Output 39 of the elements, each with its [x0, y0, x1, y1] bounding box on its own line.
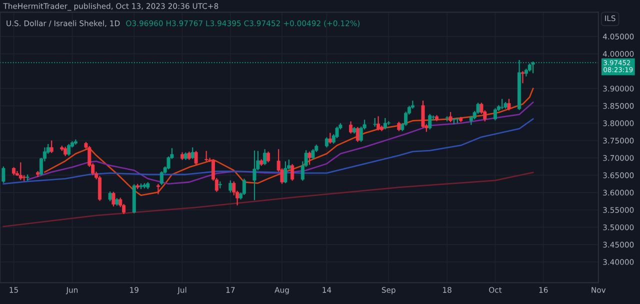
candlestick — [67, 143, 71, 156]
line-series — [26, 102, 534, 185]
candlestick — [263, 148, 267, 166]
candlestick — [383, 117, 387, 130]
candlestick — [349, 120, 353, 134]
candlestick — [228, 180, 232, 194]
candlestick — [284, 160, 288, 184]
candlestick — [493, 108, 497, 121]
candlestick — [520, 70, 524, 84]
candlestick — [428, 114, 432, 130]
candlestick — [448, 112, 452, 123]
candlestick — [266, 151, 270, 163]
candlestick — [242, 178, 246, 196]
candlestick — [290, 164, 294, 182]
candlestick — [156, 183, 160, 195]
candlestick — [204, 150, 208, 162]
candlestick — [308, 151, 312, 166]
candlestick — [2, 166, 6, 184]
candlestick — [324, 136, 328, 148]
candlestick — [160, 170, 164, 186]
candlestick — [18, 162, 22, 181]
candlestick — [252, 150, 256, 201]
candlestick — [507, 98, 511, 111]
candlestick — [194, 150, 198, 166]
candlestick — [397, 121, 401, 132]
line-series — [2, 172, 534, 228]
candlestick — [469, 115, 473, 126]
candlestick — [64, 146, 68, 157]
candlestick — [376, 116, 380, 131]
candlestick — [112, 191, 116, 207]
line-series — [44, 88, 534, 196]
candlestick — [311, 148, 315, 160]
candlestick — [421, 100, 425, 129]
candlestick — [190, 146, 194, 160]
candlestick — [108, 190, 112, 202]
candlestick — [500, 98, 504, 110]
candlestick — [98, 175, 102, 202]
candlestick — [50, 140, 54, 154]
line-series — [2, 118, 534, 185]
